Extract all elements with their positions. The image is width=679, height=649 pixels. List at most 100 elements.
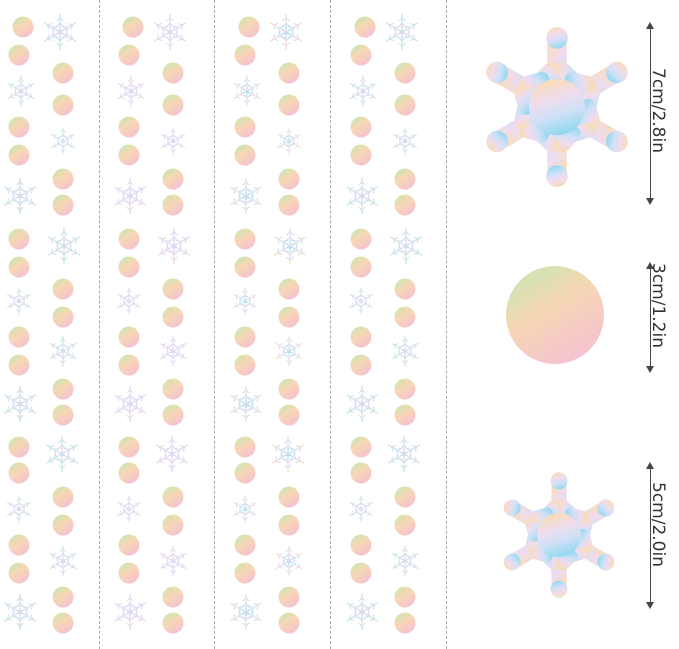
confetti-dot-icon <box>394 586 416 608</box>
confetti-dot-icon <box>350 562 372 584</box>
confetti-dot-icon <box>52 378 74 400</box>
confetti-dot-icon <box>162 612 184 634</box>
confetti-dot-icon <box>118 116 140 138</box>
confetti-dot-icon <box>118 354 140 376</box>
confetti-dot-icon <box>162 404 184 426</box>
confetti-dot-icon <box>394 194 416 216</box>
confetti-snowflake-icon <box>48 126 78 156</box>
confetti-dot-icon <box>350 144 372 166</box>
confetti-dot-icon <box>278 94 300 116</box>
confetti-dot-icon <box>162 94 184 116</box>
confetti-snowflake-icon <box>270 226 310 266</box>
confetti-snowflake-icon <box>152 434 192 474</box>
confetti-snowflake-icon <box>158 126 188 156</box>
confetti-snowflake-icon <box>226 384 266 424</box>
confetti-dot-icon <box>234 354 256 376</box>
confetti-dot-icon <box>350 534 372 556</box>
confetti-dot-icon <box>52 404 74 426</box>
confetti-snowflake-icon <box>154 226 194 266</box>
confetti-dot-icon <box>234 562 256 584</box>
garland-strips <box>0 0 447 649</box>
confetti-dot-icon <box>162 168 184 190</box>
confetti-dot-icon <box>394 612 416 634</box>
confetti-dot-icon <box>162 586 184 608</box>
confetti-dot-icon <box>8 144 30 166</box>
confetti-dot-icon <box>394 404 416 426</box>
confetti-dot-icon <box>394 168 416 190</box>
confetti-dot-icon <box>350 116 372 138</box>
confetti-dot-icon <box>394 278 416 300</box>
confetti-dot-icon <box>122 16 144 38</box>
confetti-dot-icon <box>350 436 372 458</box>
confetti-snowflake-icon <box>42 434 82 474</box>
confetti-dot-icon <box>52 514 74 536</box>
confetti-dot-icon <box>234 462 256 484</box>
confetti-dot-icon <box>278 378 300 400</box>
confetti-snowflake-icon <box>110 176 150 216</box>
confetti-snowflake-icon <box>346 494 376 524</box>
confetti-snowflake-icon <box>114 494 144 524</box>
confetti-dot-icon <box>350 256 372 278</box>
confetti-snowflake-icon <box>226 176 266 216</box>
confetti-dot-icon <box>12 16 34 38</box>
size-label-dot: 3cm/1.2in <box>648 263 668 348</box>
confetti-dot-icon <box>162 306 184 328</box>
confetti-dot-icon <box>8 436 30 458</box>
confetti-dot-icon <box>278 514 300 536</box>
confetti-snowflake-icon <box>44 226 84 266</box>
size-label-small: 5cm/2.0in <box>648 482 668 567</box>
size-label-large: 7cm/2.8in <box>648 68 668 153</box>
confetti-dot-icon <box>350 228 372 250</box>
confetti-snowflake-icon <box>272 544 306 578</box>
confetti-snowflake-icon <box>0 592 40 632</box>
confetti-dot-icon <box>8 228 30 250</box>
confetti-dot-icon <box>278 168 300 190</box>
confetti-dot-icon <box>234 256 256 278</box>
confetti-snowflake-icon <box>150 12 190 52</box>
cut-line <box>330 0 331 649</box>
confetti-snowflake-icon <box>230 74 264 108</box>
confetti-dot-icon <box>238 16 260 38</box>
confetti-dot-icon <box>52 278 74 300</box>
confetti-dot-icon <box>350 326 372 348</box>
confetti-dot-icon <box>8 562 30 584</box>
confetti-dot-icon <box>8 256 30 278</box>
confetti-dot-icon <box>394 94 416 116</box>
confetti-dot-icon <box>350 354 372 376</box>
confetti-dot-icon <box>234 436 256 458</box>
confetti-snowflake-icon <box>4 494 34 524</box>
snowflake-icon <box>494 462 624 608</box>
confetti-dot-icon <box>162 378 184 400</box>
confetti-dot-icon <box>278 612 300 634</box>
confetti-snowflake-icon <box>4 286 34 316</box>
confetti-dot-icon <box>52 612 74 634</box>
confetti-dot-icon <box>162 62 184 84</box>
confetti-dot-icon <box>162 514 184 536</box>
confetti-snowflake-icon <box>4 74 38 108</box>
confetti-dot-icon <box>234 144 256 166</box>
confetti-dot-icon <box>234 44 256 66</box>
cut-line <box>446 0 447 649</box>
confetti-snowflake-icon <box>40 12 80 52</box>
confetti-dot-icon <box>162 194 184 216</box>
confetti-snowflake-icon <box>0 384 40 424</box>
confetti-snowflake-icon <box>0 176 40 216</box>
confetti-snowflake-icon <box>266 12 306 52</box>
confetti-dot-icon <box>118 326 140 348</box>
cut-line <box>214 0 215 649</box>
confetti-dot-icon <box>394 62 416 84</box>
confetti-snowflake-icon <box>156 544 190 578</box>
confetti-dot-icon <box>118 534 140 556</box>
confetti-dot-icon <box>118 44 140 66</box>
snowflake-icon <box>474 14 640 200</box>
circle-icon <box>506 266 604 364</box>
confetti-dot-icon <box>118 144 140 166</box>
confetti-dot-icon <box>118 562 140 584</box>
confetti-snowflake-icon <box>156 334 190 368</box>
confetti-snowflake-icon <box>230 494 260 524</box>
confetti-dot-icon <box>278 586 300 608</box>
confetti-dot-icon <box>354 16 376 38</box>
confetti-dot-icon <box>118 228 140 250</box>
confetti-dot-icon <box>52 586 74 608</box>
confetti-snowflake-icon <box>342 384 382 424</box>
